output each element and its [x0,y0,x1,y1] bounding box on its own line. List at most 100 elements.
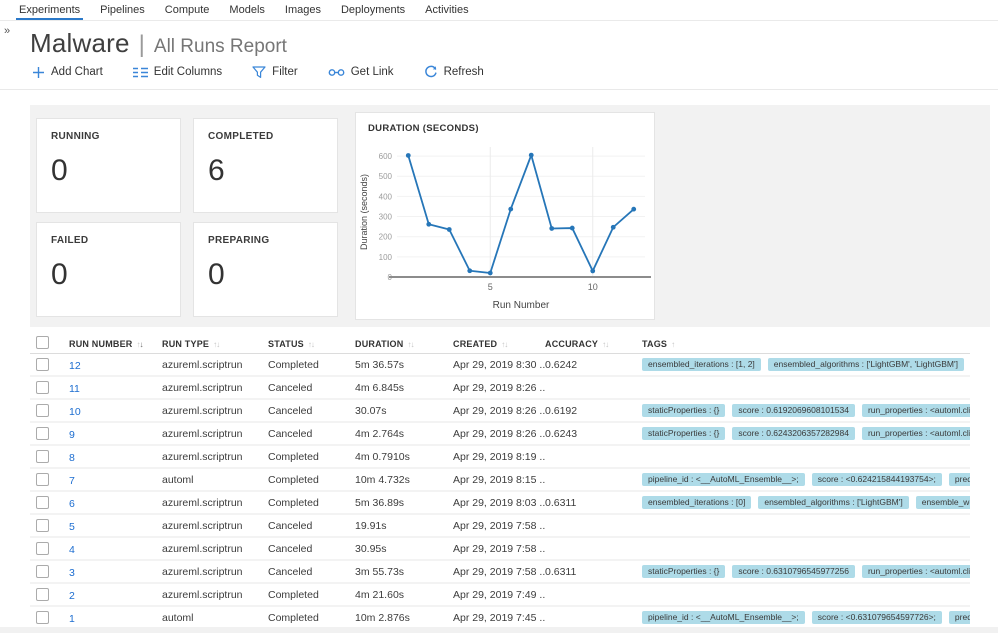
run-number-link[interactable]: 10 [69,406,81,418]
row-checkbox[interactable] [36,611,49,624]
run-duration: 4m 21.60s [355,589,453,601]
svg-text:100: 100 [379,253,393,262]
row-checkbox[interactable] [36,588,49,601]
refresh-button[interactable]: Refresh [424,65,484,79]
table-row[interactable]: 9 azureml.scriptrun Canceled 4m 2.764s A… [30,423,970,446]
table-row[interactable]: 12 azureml.scriptrun Completed 5m 36.57s… [30,354,970,377]
toolbar-divider [0,89,998,90]
run-created: Apr 29, 2019 8:15 ... [453,474,545,486]
table-row[interactable]: 8 azureml.scriptrun Completed 4m 0.7910s… [30,446,970,469]
table-row[interactable]: 11 azureml.scriptrun Canceled 4m 6.845s … [30,377,970,400]
tag-chip: run_properties : <automl.client.core.co.… [862,404,970,417]
tag-chip: staticProperties : {} [642,565,725,578]
run-status: Completed [268,359,355,371]
row-checkbox[interactable] [36,404,49,417]
svg-text:200: 200 [379,233,393,242]
row-checkbox[interactable] [36,450,49,463]
run-created: Apr 29, 2019 7:58 ... [453,520,545,532]
svg-text:5: 5 [488,282,493,292]
run-type: automl [162,474,268,486]
tag-chip: ensembled_iterations : [0] [642,496,751,509]
row-checkbox[interactable] [36,542,49,555]
duration-line-chart[interactable]: 0100200300400500600510Run NumberDuration… [357,137,655,317]
run-status: Completed [268,497,355,509]
tab-compute[interactable]: Compute [164,0,211,20]
run-number-link[interactable]: 7 [69,475,75,487]
select-all-checkbox[interactable] [36,336,49,349]
tag-chip: predicted_cost : <... [949,611,970,624]
run-type: azureml.scriptrun [162,566,268,578]
run-number-link[interactable]: 11 [69,383,80,395]
row-checkbox[interactable] [36,381,49,394]
col-run-type[interactable]: RUN TYPE↑↓ [162,334,268,352]
table-row[interactable]: 5 azureml.scriptrun Canceled 19.91s Apr … [30,515,970,538]
tab-images[interactable]: Images [284,0,322,20]
run-duration: 10m 2.876s [355,612,453,624]
run-number-link[interactable]: 6 [69,498,75,510]
row-checkbox[interactable] [36,496,49,509]
horizontal-scrollbar[interactable] [0,627,998,633]
row-checkbox[interactable] [36,519,49,532]
tag-chip: ensemble_weights : [1.0]... [916,496,970,509]
tag-chip: score : <0.631079654597726>; [812,611,942,624]
run-number-link[interactable]: 12 [69,360,81,372]
tag-chip: score : 0.6310796545977256 [732,565,855,578]
tag-chip: ensembled_algorithms : ['LightGBM', 'Lig… [768,358,964,371]
tag-chip: ensembled_iterations : [1, 2] [642,358,761,371]
expand-sidebar-icon[interactable]: » [4,25,10,37]
tab-deployments[interactable]: Deployments [340,0,406,20]
add-chart-button[interactable]: Add Chart [32,66,103,79]
row-checkbox[interactable] [36,565,49,578]
run-number-link[interactable]: 3 [69,567,75,579]
get-link-icon [328,67,345,78]
table-row[interactable]: 7 automl Completed 10m 4.732s Apr 29, 20… [30,469,970,492]
row-checkbox[interactable] [36,358,49,371]
card-running: RUNNING 0 [36,118,181,213]
table-row[interactable]: 4 azureml.scriptrun Canceled 30.95s Apr … [30,538,970,561]
toolbar: Add Chart Edit Columns Filter [32,65,484,79]
tab-pipelines[interactable]: Pipelines [99,0,146,20]
run-number-link[interactable]: 9 [69,429,75,441]
run-number-link[interactable]: 8 [69,452,75,464]
run-number-link[interactable]: 1 [69,613,75,625]
row-checkbox[interactable] [36,427,49,440]
run-type: azureml.scriptrun [162,428,268,440]
card-failed: FAILED 0 [36,222,181,317]
run-duration: 4m 6.845s [355,382,453,394]
tab-models[interactable]: Models [228,0,265,20]
col-accuracy[interactable]: ACCURACY↑↓ [545,334,642,352]
running-count: 0 [51,154,166,188]
col-run-number[interactable]: RUN NUMBER↑↓ [64,334,162,352]
col-duration[interactable]: DURATION↑↓ [355,334,453,352]
run-status: Canceled [268,543,355,555]
edit-columns-button[interactable]: Edit Columns [133,66,222,78]
filter-button[interactable]: Filter [252,66,298,79]
run-created: Apr 29, 2019 8:30 ... [453,359,545,371]
experiments-report-page: Experiments Pipelines Compute Models Ima… [0,0,998,633]
run-number-link[interactable]: 5 [69,521,75,533]
table-row[interactable]: 2 azureml.scriptrun Completed 4m 21.60s … [30,584,970,607]
svg-text:600: 600 [379,152,393,161]
run-type: azureml.scriptrun [162,405,268,417]
col-tags[interactable]: TAGS↑ [642,334,970,352]
run-tags: ensembled_iterations : [1, 2] ensembled_a… [642,356,970,374]
run-status: Canceled [268,382,355,394]
run-created: Apr 29, 2019 8:26 ... [453,382,545,394]
run-number-link[interactable]: 2 [69,590,75,602]
tag-chip: pipeline_id : <__AutoML_Ensemble__>; [642,611,805,624]
col-status[interactable]: STATUS↑↓ [268,334,355,352]
stats-panel: RUNNING 0 COMPLETED 6 FAILED 0 PREPARING… [30,105,990,327]
preparing-count: 0 [208,258,323,292]
table-row[interactable]: 6 azureml.scriptrun Completed 5m 36.89s … [30,492,970,515]
get-link-button[interactable]: Get Link [328,66,394,78]
table-header: RUN NUMBER↑↓ RUN TYPE↑↓ STATUS↑↓ DURATIO… [30,332,970,354]
svg-text:500: 500 [379,172,393,181]
run-number-link[interactable]: 4 [69,544,75,556]
row-checkbox[interactable] [36,473,49,486]
run-accuracy: 0.6243 [545,428,642,440]
table-row[interactable]: 10 azureml.scriptrun Canceled 30.07s Apr… [30,400,970,423]
tab-experiments[interactable]: Experiments [18,0,81,20]
col-created[interactable]: CREATED↑↓ [453,334,545,352]
tab-activities[interactable]: Activities [424,0,469,20]
table-row[interactable]: 3 azureml.scriptrun Canceled 3m 55.73s A… [30,561,970,584]
